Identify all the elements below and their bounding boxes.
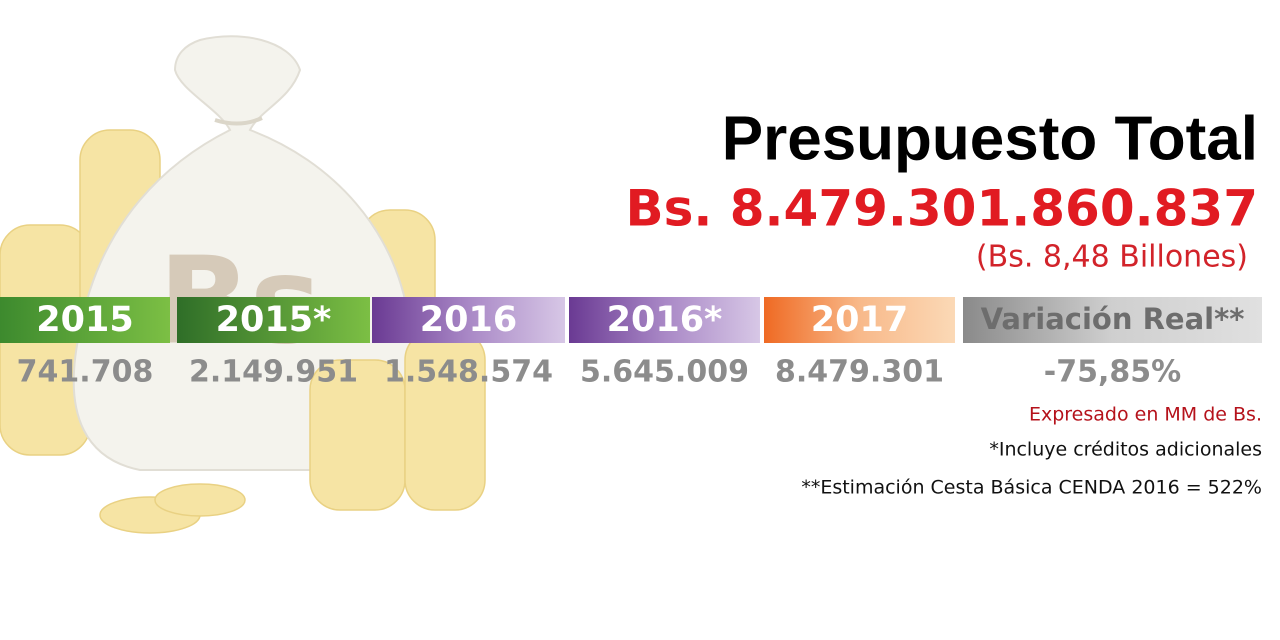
column-header-bar [764,297,955,343]
column-value: 741.708 [17,355,154,390]
column-value: 1.548.574 [384,355,553,390]
column-value: 2.149.951 [189,355,358,390]
column-label: 2015* [216,300,332,340]
column-label: 2016 [420,300,517,340]
money-illustration: Bs [0,35,486,534]
column-label: 2017 [811,300,908,340]
budget-columns: 2015 741.708 2015* 2.149.951 2016 1.548.574 20… [0,297,1262,390]
column-header-bar [569,297,760,343]
total-amount: Bs. 8.479.301.860.837 [625,180,1258,238]
title: Presupuesto Total [722,104,1258,173]
amount-note: (Bs. 8,48 Billones) [976,240,1248,275]
column-value: 5.645.009 [580,355,749,390]
column-header-bar [963,297,1262,343]
column-label: 2016* [607,300,723,340]
note: **Estimación Cesta Básica CENDA 2016 = 5… [801,477,1262,499]
column-value: 8.479.301 [775,355,944,390]
note: Expresado en MM de Bs. [1029,404,1262,426]
column-label: 2015 [36,300,133,340]
column-value: -75,85% [1044,355,1181,390]
notes: Expresado en MM de Bs. *Incluye créditos … [801,404,1262,499]
column-header-bar [372,297,565,343]
column-label: Variación Real** [981,302,1245,336]
column-header-bar [177,297,370,343]
column-header-bar [0,297,170,343]
note: *Incluye créditos adicionales [989,439,1262,461]
